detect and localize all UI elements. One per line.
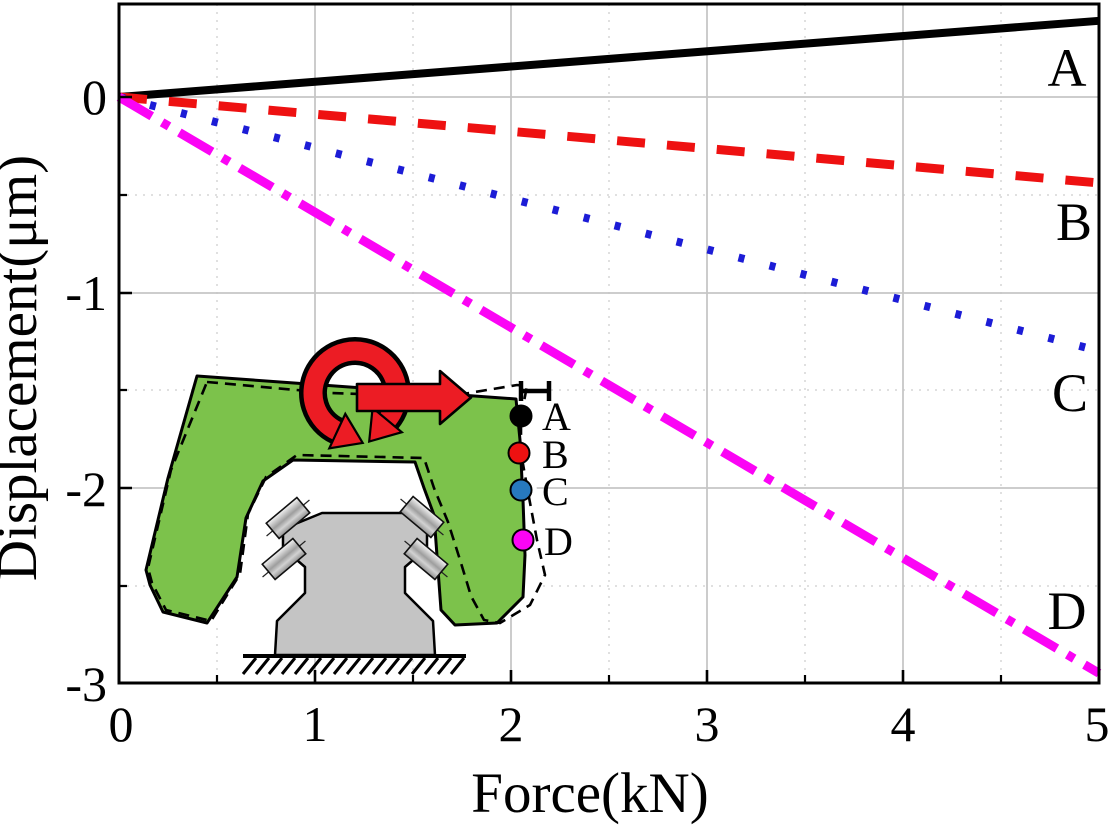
dimension-marker-icon: [518, 381, 552, 401]
inset-schematic: A B C D: [144, 337, 573, 675]
axis-ticks-major: [117, 95, 1101, 683]
series-line-C: [117, 93, 1101, 355]
y-tick-1: -1: [65, 265, 107, 321]
series-label-D: D: [1048, 581, 1087, 641]
roller-right-bottom: [403, 537, 449, 581]
roller-left-top: [265, 496, 311, 540]
axis-ticks-minor: [119, 193, 1003, 683]
y-tick-3: -3: [65, 656, 107, 712]
point-label-B: B: [542, 432, 569, 477]
y-axis-title: Displacement(μm): [0, 155, 49, 581]
x-tick-3: 3: [695, 696, 720, 752]
x-axis-title: Force(kN): [471, 762, 708, 825]
point-dot-B: [507, 441, 531, 465]
x-tick-2: 2: [499, 696, 524, 752]
y-tick-0: 0: [82, 69, 107, 125]
series-label-C: C: [1052, 363, 1088, 423]
series-lines: [116, 16, 1102, 678]
x-tick-5: 5: [1085, 696, 1108, 752]
x-tick-0: 0: [109, 696, 134, 752]
point-label-A: A: [542, 394, 571, 439]
point-label-D: D: [544, 519, 573, 564]
carriage-body-deformed: [144, 374, 527, 627]
ground-hatching: [241, 654, 466, 675]
series-line-D: [116, 93, 1102, 678]
series-label-A: A: [1048, 38, 1087, 98]
series-line-B: [118, 92, 1100, 188]
series-line-A: [118, 16, 1100, 101]
series-label-B: B: [1056, 192, 1092, 252]
x-tick-1: 1: [303, 696, 328, 752]
force-arrow-icon: [355, 369, 473, 426]
point-dot-A: [509, 404, 533, 428]
point-dot-C: [509, 478, 533, 502]
point-label-C: C: [542, 469, 569, 514]
roller-right-top: [399, 495, 445, 539]
y-tick-2: -2: [65, 461, 107, 517]
x-tick-4: 4: [891, 696, 916, 752]
carriage-outline-undeformed: [146, 380, 547, 625]
roller-left-bottom: [261, 537, 307, 581]
grid-major: [119, 4, 1099, 683]
point-dot-D: [511, 528, 535, 552]
